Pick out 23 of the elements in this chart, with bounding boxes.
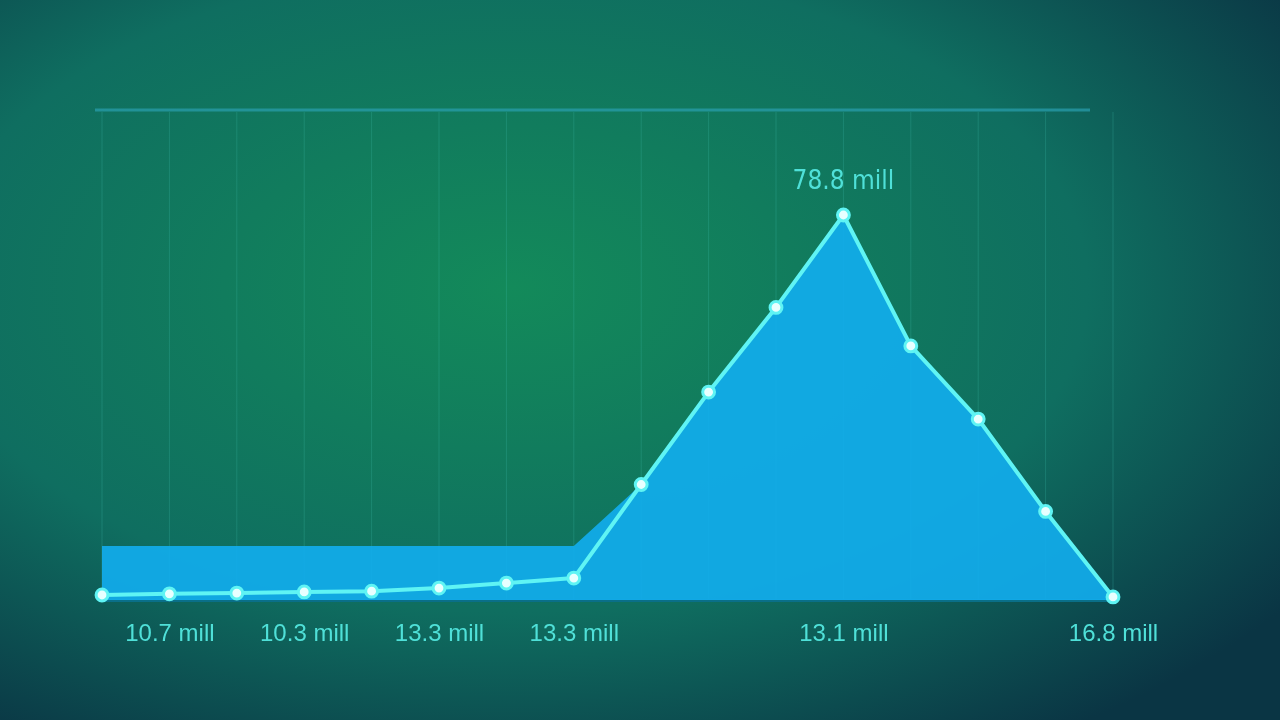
annotation: 78.8 mill bbox=[792, 165, 895, 195]
x-tick-label: 13.3 mill bbox=[529, 619, 619, 647]
x-tick-label: 13.3 mill bbox=[394, 619, 485, 647]
point bbox=[701, 384, 717, 400]
point bbox=[229, 585, 245, 601]
point bbox=[970, 411, 986, 427]
point bbox=[364, 583, 380, 599]
x-tick-label: 10.3 mill bbox=[260, 619, 350, 647]
point bbox=[1105, 589, 1121, 605]
point bbox=[633, 477, 649, 492]
point bbox=[835, 207, 851, 223]
point bbox=[566, 570, 582, 586]
x-tick-label: 13.1 mill bbox=[799, 619, 889, 647]
x-tick-label: 10.7 mill bbox=[125, 619, 215, 647]
point bbox=[94, 587, 110, 603]
point bbox=[498, 575, 514, 591]
point bbox=[903, 338, 919, 354]
point bbox=[431, 580, 447, 596]
point bbox=[161, 586, 177, 602]
point bbox=[1038, 504, 1054, 519]
point bbox=[768, 299, 784, 315]
point bbox=[296, 584, 312, 600]
x-tick-label: 16.8 mill bbox=[1068, 619, 1159, 647]
